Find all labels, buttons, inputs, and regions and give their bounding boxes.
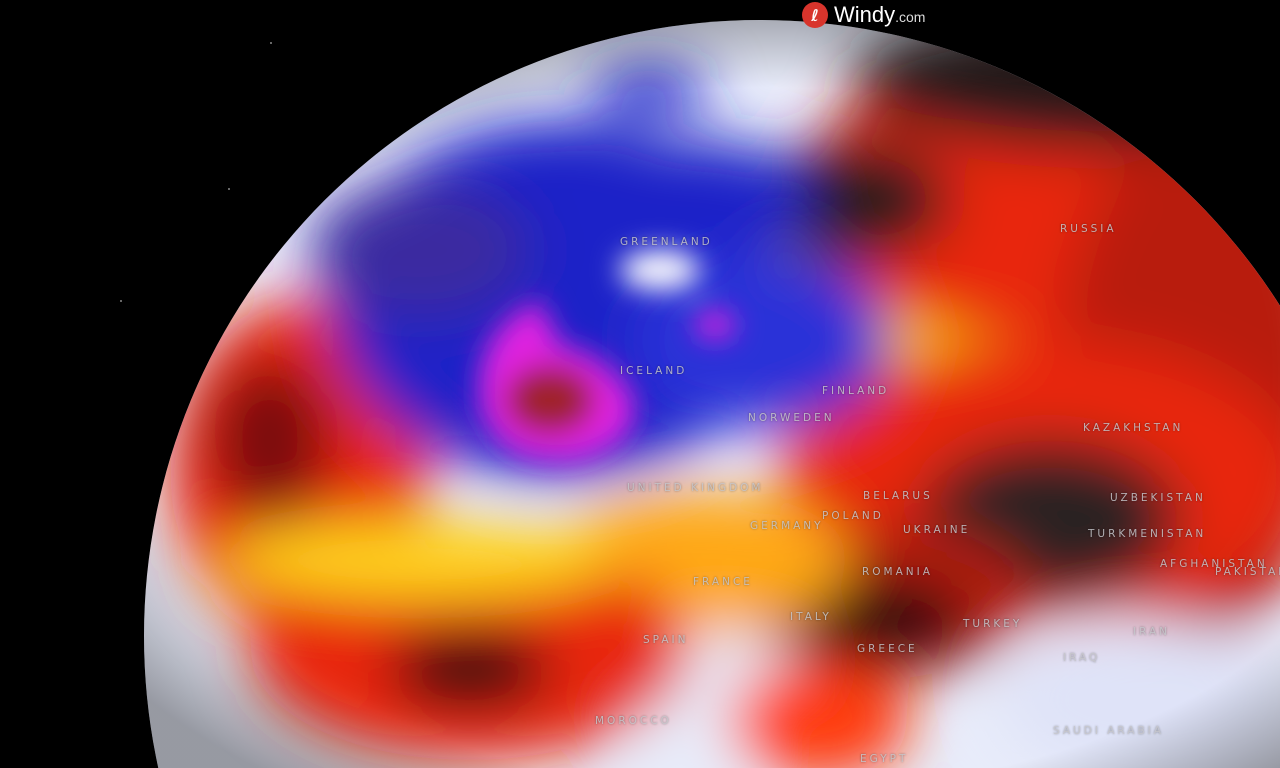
label-greenland: GREENLAND [620, 236, 713, 248]
label-saudi-arabia: SAUDI ARABIA [1053, 725, 1164, 737]
label-turkey: TURKEY [963, 618, 1023, 630]
label-greece: GREECE [857, 643, 918, 655]
label-iceland: ICELAND [620, 365, 688, 377]
label-iran: IRAN [1133, 626, 1171, 638]
label-germany: GERMANY [750, 520, 824, 532]
windy-logo-icon: ℓ [802, 2, 828, 28]
label-finland: FINLAND [822, 385, 890, 397]
label-belarus: BELARUS [863, 490, 933, 502]
star [120, 300, 122, 302]
star [270, 42, 272, 44]
windy-logo[interactable]: ℓ Windy.com [802, 2, 925, 28]
label-egypt: EGYPT [860, 753, 909, 765]
label-italy: ITALY [790, 611, 832, 623]
label-morocco: MOROCCO [595, 715, 672, 727]
label-spain: SPAIN [643, 634, 689, 646]
star [228, 188, 230, 190]
label-poland: POLAND [822, 510, 884, 522]
brand-name: Windy [834, 2, 896, 27]
label-ukraine: UKRAINE [903, 524, 971, 536]
label-pakistan: PAKISTAN [1215, 566, 1280, 578]
label-romania: ROMANIA [862, 566, 933, 578]
label-united-kingdom: UNITED KINGDOM [627, 482, 764, 494]
label-norway-sweden: NORWEDEN [748, 412, 835, 424]
brand-suffix: .com [895, 9, 926, 25]
label-turkmenistan: TURKMENISTAN [1088, 528, 1207, 540]
label-iraq: IRAQ [1063, 652, 1101, 664]
label-kazakhstan: KAZAKHSTAN [1083, 422, 1184, 434]
label-france: FRANCE [693, 576, 753, 588]
label-afghanistan: AFGHANISTAN [1160, 558, 1268, 570]
label-uzbekistan: UZBEKISTAN [1110, 492, 1206, 504]
label-russia: RUSSIA [1060, 223, 1117, 235]
